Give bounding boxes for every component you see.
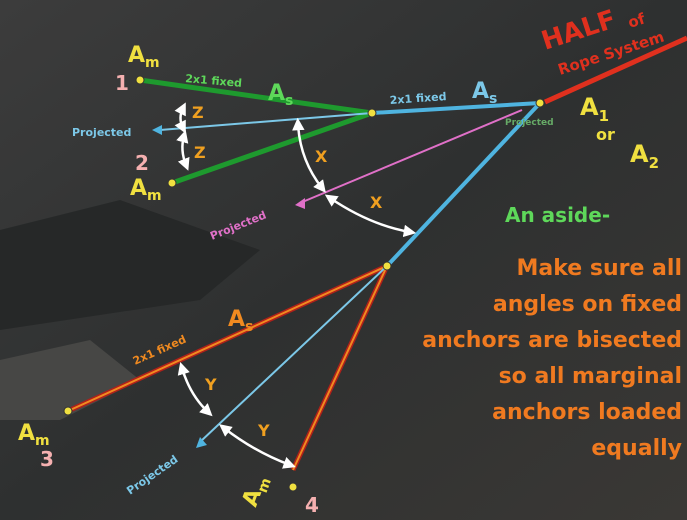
aside-line: so all marginal — [499, 364, 682, 389]
angle-label: Y — [204, 375, 217, 394]
diagram: HALF of Rope System A1 or A2 Am 1 2 Am A… — [0, 0, 687, 520]
aside-line: angles on fixed — [493, 292, 682, 317]
aside-line: anchors are bisected — [422, 328, 682, 353]
angle-label: Z — [194, 143, 206, 162]
aside-line: anchors loaded — [492, 400, 682, 425]
anchor-number: 1 — [115, 71, 129, 95]
aside-line: equally — [591, 436, 682, 461]
angle-label: X — [370, 193, 383, 212]
anchor-number: 2 — [135, 151, 149, 175]
aside-line: Make sure all — [517, 256, 682, 281]
projected-label: Projected — [72, 126, 131, 139]
angle-label: Z — [192, 103, 204, 122]
master-or: or — [596, 125, 615, 144]
anchor-number: 4 — [305, 493, 319, 517]
aside-heading: An aside- — [505, 203, 610, 227]
anchor-number: 3 — [40, 447, 54, 471]
angle-label: Y — [257, 421, 270, 440]
projected-label: Projected — [505, 118, 554, 128]
angle-label: X — [315, 147, 328, 166]
